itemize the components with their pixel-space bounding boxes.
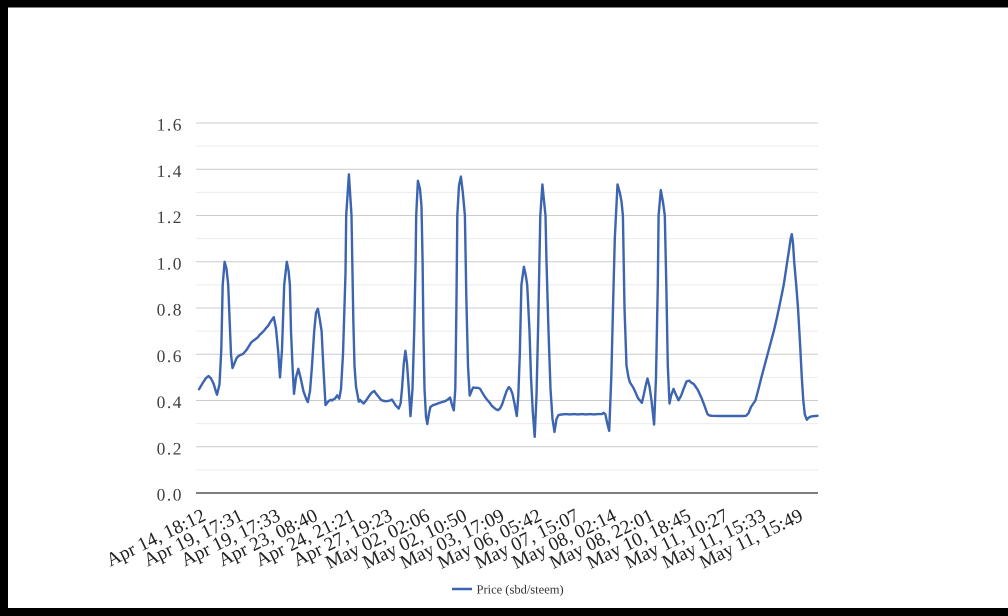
svg-text:Price (sbd/steem): Price (sbd/steem): [477, 583, 564, 597]
svg-text:0.2: 0.2: [157, 438, 183, 458]
svg-text:0.0: 0.0: [157, 485, 183, 505]
svg-text:0.6: 0.6: [157, 346, 183, 366]
svg-text:1.0: 1.0: [157, 253, 183, 273]
svg-text:1.6: 1.6: [157, 115, 183, 135]
svg-text:1.2: 1.2: [157, 207, 183, 227]
svg-text:0.8: 0.8: [157, 300, 183, 320]
svg-text:0.4: 0.4: [157, 392, 183, 412]
svg-text:1.4: 1.4: [157, 161, 183, 181]
